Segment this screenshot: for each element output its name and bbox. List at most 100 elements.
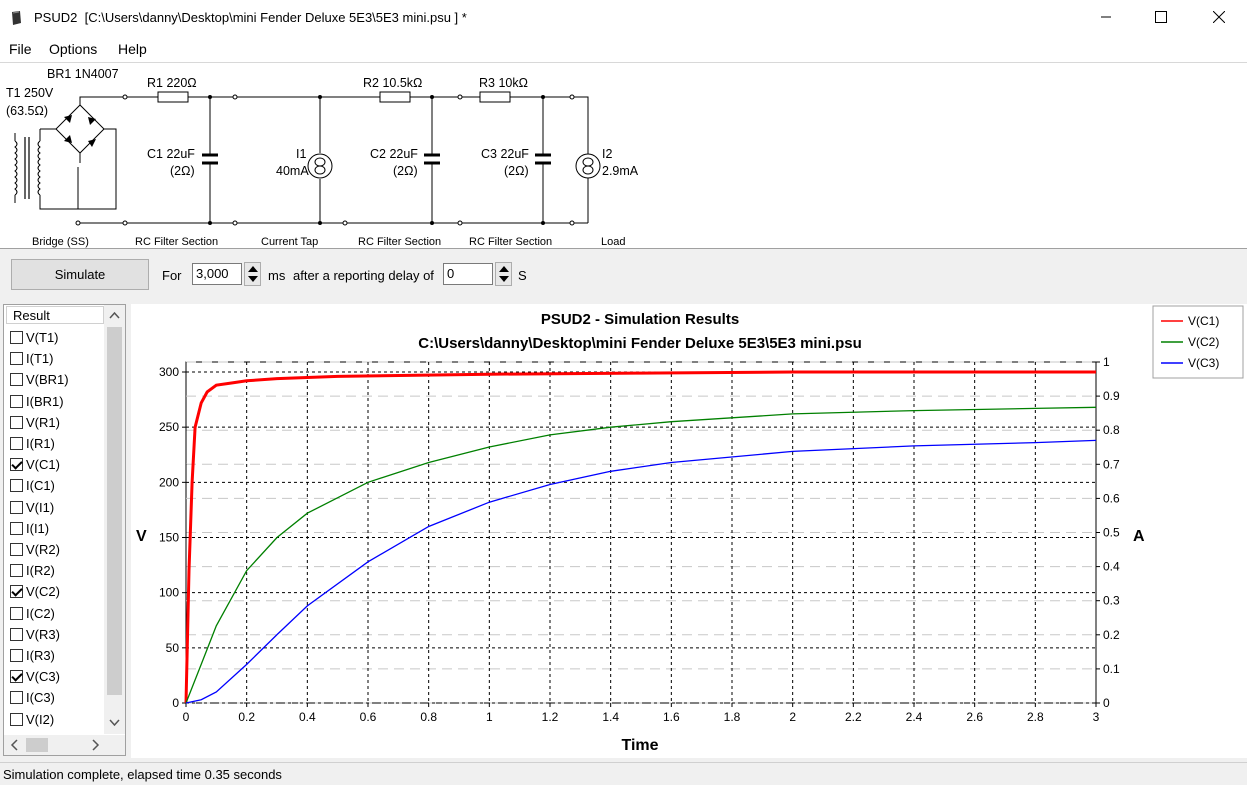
result-item[interactable]: V(BR1) [10, 369, 69, 390]
result-checkbox[interactable] [10, 543, 23, 556]
menu-bar: File Options Help [0, 36, 1247, 62]
window-title: PSUD2 [C:\Users\danny\Desktop\mini Fende… [34, 10, 467, 25]
result-checkbox[interactable] [10, 458, 23, 472]
result-checkbox[interactable] [10, 585, 23, 599]
y2-tick-label: 0 [1103, 696, 1110, 710]
result-checkbox[interactable] [10, 415, 23, 429]
result-checkbox[interactable] [10, 331, 23, 344]
status-bar: Simulation complete, elapsed time 0.35 s… [0, 762, 1247, 785]
result-checkbox[interactable] [10, 352, 23, 366]
result-checkbox[interactable] [10, 627, 23, 641]
x-tick-label: 2.6 [966, 710, 983, 724]
result-checkbox[interactable] [10, 437, 23, 450]
maximize-button[interactable] [1138, 0, 1184, 34]
result-item[interactable]: V(C3) [10, 666, 60, 687]
series-line-vc1 [184, 370, 1096, 704]
result-checkbox[interactable] [10, 649, 23, 662]
result-item[interactable]: I(I1) [10, 518, 49, 539]
result-checkbox[interactable] [10, 670, 23, 684]
result-label: V(C1) [26, 457, 60, 473]
y2-tick-label: 0.4 [1103, 560, 1120, 574]
result-item[interactable]: V(I2) [10, 709, 54, 730]
x-tick-label: 2.8 [1027, 710, 1044, 724]
results-header[interactable]: Result [6, 306, 104, 324]
result-item[interactable]: V(C2) [10, 581, 60, 602]
y-tick-label: 100 [159, 586, 179, 600]
c2-resistance: (2Ω) [393, 164, 418, 178]
hscroll-thumb[interactable] [26, 738, 48, 752]
result-checkbox[interactable] [10, 691, 23, 705]
menu-file[interactable]: File [9, 41, 32, 57]
menu-help[interactable]: Help [118, 41, 147, 57]
y2-tick-label: 1 [1103, 355, 1110, 369]
duration-spinner[interactable] [244, 262, 261, 286]
y-tick-label: 300 [159, 365, 179, 379]
result-checkbox[interactable] [10, 564, 23, 578]
x-tick-label: 0.6 [360, 710, 377, 724]
x-tick-label: 2 [789, 710, 796, 724]
result-label: I(BR1) [26, 393, 64, 409]
scroll-up-icon[interactable] [104, 307, 125, 325]
result-item[interactable]: V(R3) [10, 624, 60, 645]
result-checkbox[interactable] [10, 712, 23, 726]
result-checkbox[interactable] [10, 479, 23, 493]
y2-tick-label: 0.9 [1103, 389, 1120, 403]
vertical-scrollbar[interactable] [104, 305, 125, 734]
section-load: Load [601, 236, 626, 248]
r1-label: R1 220Ω [147, 76, 197, 90]
result-checkbox[interactable] [10, 394, 23, 408]
result-label: V(C3) [26, 669, 60, 685]
section-rc-filter-3: RC Filter Section [469, 236, 553, 248]
simulation-chart: PSUD2 - Simulation Results C:\Users\dann… [136, 305, 1244, 754]
result-label: I(R1) [26, 436, 55, 451]
result-checkbox[interactable] [10, 500, 23, 514]
scroll-left-icon[interactable] [6, 735, 24, 755]
result-label: V(R3) [26, 626, 60, 642]
result-item[interactable]: V(T1) [10, 327, 59, 348]
result-checkbox[interactable] [10, 521, 23, 535]
result-item[interactable]: V(R2) [10, 539, 60, 560]
section-current-tap: Current Tap [261, 236, 319, 248]
y-tick-label: 150 [159, 531, 179, 545]
minimize-button[interactable] [1083, 0, 1129, 34]
result-checkbox[interactable] [10, 373, 23, 387]
app-icon [12, 11, 21, 25]
ms-label: ms [268, 268, 286, 283]
y2-tick-label: 0.5 [1103, 526, 1120, 540]
seconds-label: S [518, 268, 527, 283]
result-item[interactable]: I(C2) [10, 603, 55, 624]
result-label: V(R2) [26, 542, 60, 557]
result-item[interactable]: I(T1) [10, 348, 53, 369]
simulate-button[interactable]: Simulate [11, 259, 149, 290]
delay-spinner[interactable] [495, 262, 512, 286]
result-item[interactable]: I(R3) [10, 645, 55, 666]
menu-options[interactable]: Options [49, 41, 98, 57]
result-item[interactable]: I(R2) [10, 560, 55, 581]
scroll-right-icon[interactable] [86, 735, 104, 755]
result-item[interactable]: V(C1) [10, 454, 60, 475]
duration-input[interactable]: 3,000 [192, 263, 242, 285]
results-list[interactable]: Result V(T1) I(T1) V(BR1) I(BR1) V(R1) I(R1) V… [3, 304, 126, 756]
i2-value: 2.9mA [602, 164, 639, 178]
result-checkbox[interactable] [10, 606, 23, 620]
chart-legend: V(C1) V(C2) V(C3) [1152, 305, 1244, 379]
result-item[interactable]: I(R1) [10, 433, 55, 454]
result-item[interactable]: I(C3) [10, 687, 55, 708]
result-label: I(R2) [26, 563, 55, 579]
scroll-down-icon[interactable] [104, 713, 125, 731]
result-item[interactable]: I(C1) [10, 475, 55, 496]
result-item[interactable]: I(BR1) [10, 391, 64, 412]
x-tick-label: 3 [1093, 710, 1100, 724]
horizontal-scrollbar[interactable] [4, 735, 125, 755]
x-tick-label: 1.4 [602, 710, 619, 724]
c2-label: C2 22uF [370, 147, 418, 161]
result-item[interactable]: V(R1) [10, 412, 60, 433]
x-tick-label: 1.6 [663, 710, 680, 724]
close-button[interactable] [1196, 0, 1242, 34]
c1-label: C1 22uF [147, 147, 195, 161]
scroll-thumb[interactable] [107, 327, 122, 695]
delay-input[interactable]: 0 [443, 263, 493, 285]
spin-up-icon [499, 266, 509, 272]
result-item[interactable]: V(I1) [10, 497, 54, 518]
chart-panel: PSUD2 - Simulation Results C:\Users\dann… [131, 304, 1247, 758]
